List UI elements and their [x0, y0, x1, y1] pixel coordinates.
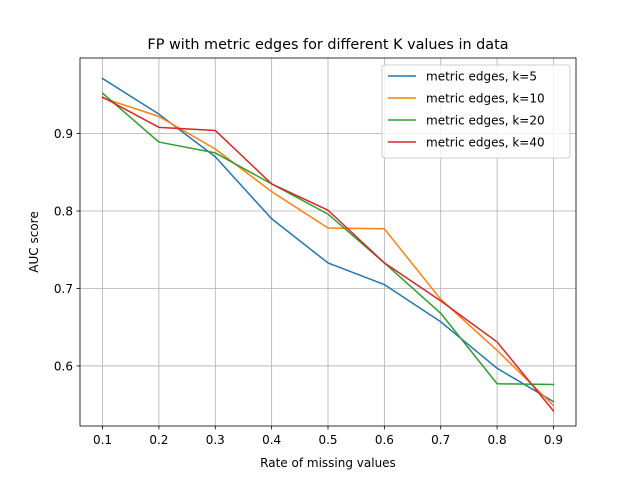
y-axis-label: AUC score — [27, 211, 41, 272]
x-tick-label: 0.7 — [431, 433, 450, 447]
x-tick-label: 0.9 — [544, 433, 563, 447]
y-axis: 0.6 0.7 0.8 0.9 — [54, 127, 80, 373]
x-tick-label: 0.6 — [375, 433, 394, 447]
legend-label: metric edges, k=10 — [426, 92, 545, 106]
series-line-3 — [101, 92, 555, 386]
y-tick-label: 0.9 — [54, 127, 73, 141]
chart-title: FP with metric edges for different K val… — [147, 37, 508, 53]
x-tick-label: 0.3 — [206, 433, 225, 447]
legend: metric edges, k=5 metric edges, k=10 metri… — [381, 64, 571, 159]
x-tick-label: 0.8 — [488, 433, 507, 447]
x-tick-label: 0.2 — [149, 433, 168, 447]
x-tick-label: 0.1 — [93, 433, 112, 447]
y-tick-label: 0.8 — [54, 205, 73, 219]
series-lines — [101, 77, 555, 412]
legend-label: metric edges, k=5 — [426, 70, 537, 84]
legend-box — [381, 64, 571, 159]
x-tick-label: 0.4 — [262, 433, 281, 447]
x-axis: 0.1 0.2 0.3 0.4 0.5 0.6 0.7 0.8 0.9 — [93, 426, 563, 447]
y-tick-label: 0.6 — [54, 359, 73, 373]
legend-label: metric edges, k=20 — [426, 114, 545, 128]
legend-label: metric edges, k=40 — [426, 136, 545, 150]
x-tick-label: 0.5 — [318, 433, 337, 447]
x-axis-label: Rate of missing values — [260, 456, 396, 470]
series-line-4 — [101, 96, 555, 412]
y-tick-label: 0.7 — [54, 282, 73, 296]
series-line-2 — [101, 96, 555, 407]
